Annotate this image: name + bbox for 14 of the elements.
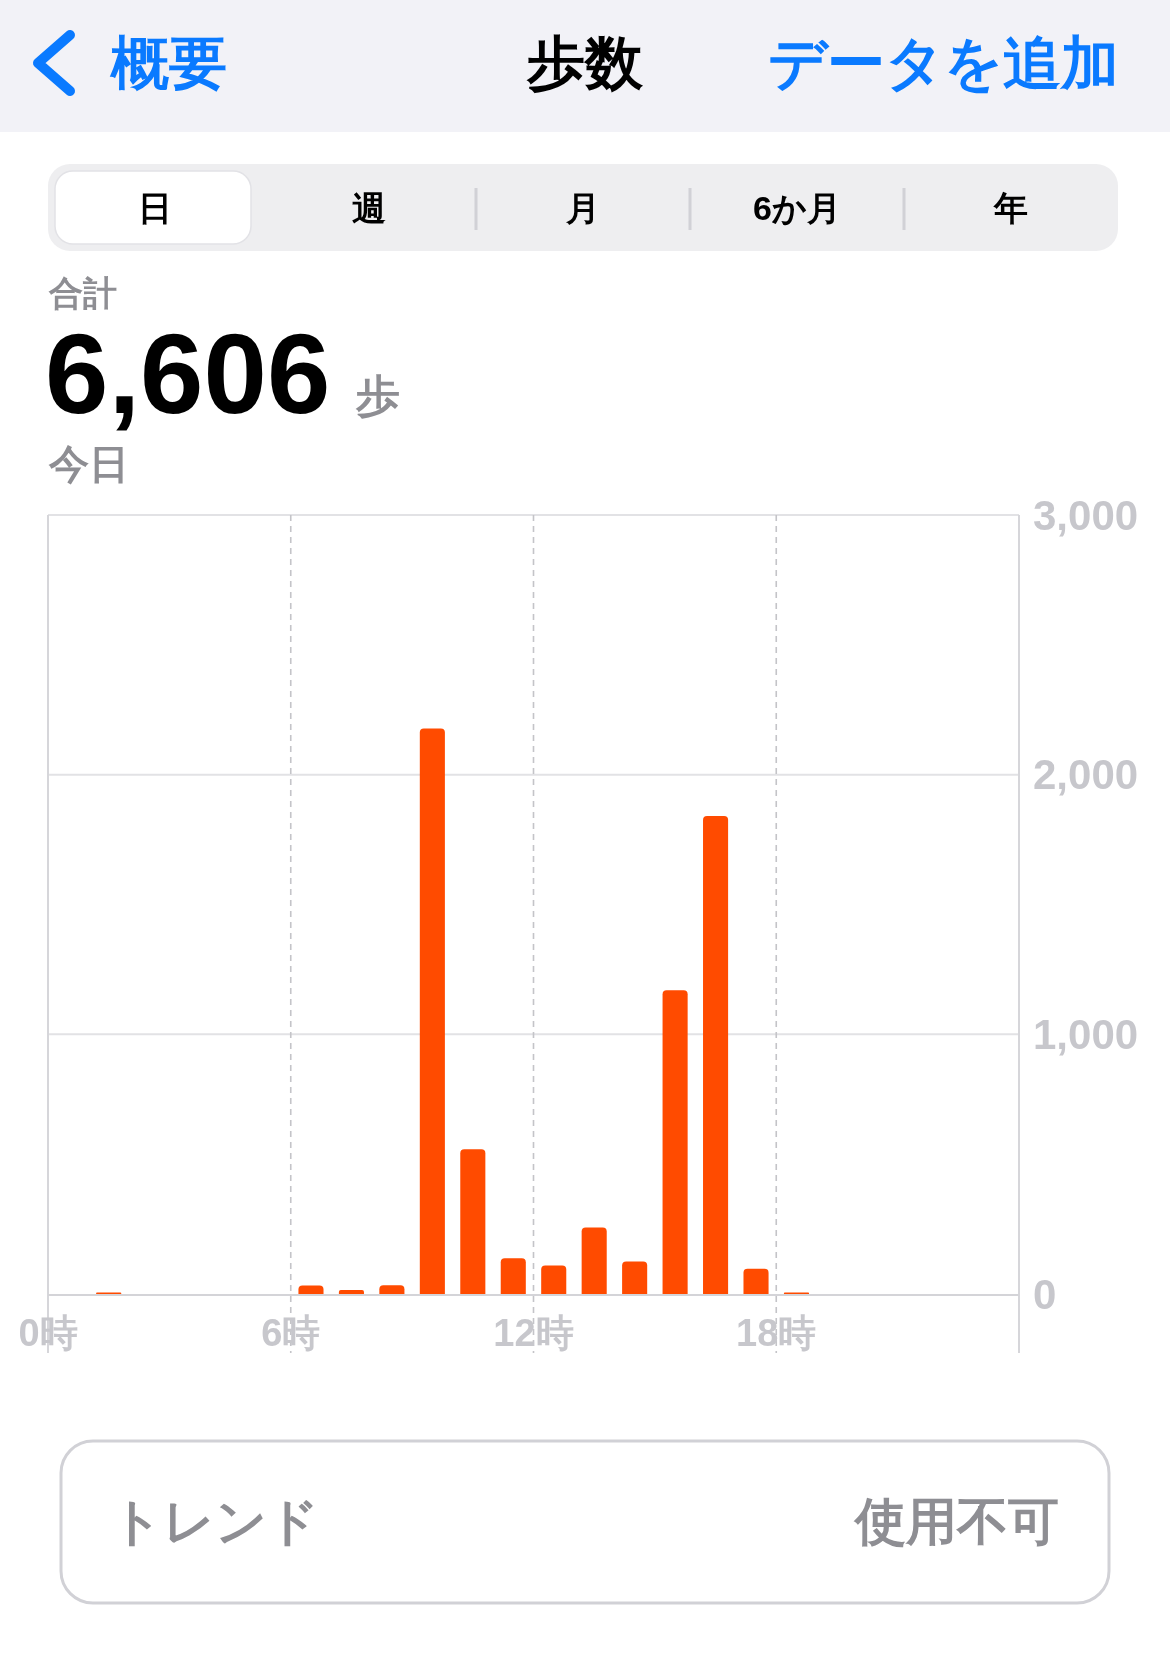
annotation: 使用不可 (855, 1492, 1059, 1550)
annotation: 合計 (49, 274, 117, 312)
annotation: 今日 (49, 442, 129, 486)
annotation: 6か月 (753, 189, 841, 227)
annotation: 月 (566, 189, 600, 227)
annotation: 歩 (356, 370, 400, 420)
annotation: 概要 (111, 29, 227, 95)
annotation: 年 (994, 189, 1028, 227)
title: 歩数 (527, 29, 643, 95)
annotation: 週 (352, 189, 386, 227)
annotation: 日 (138, 189, 172, 227)
annotation: トレンド (111, 1492, 319, 1550)
annotation: 6,606 (45, 310, 331, 437)
annotation: データを追加 (768, 29, 1119, 95)
